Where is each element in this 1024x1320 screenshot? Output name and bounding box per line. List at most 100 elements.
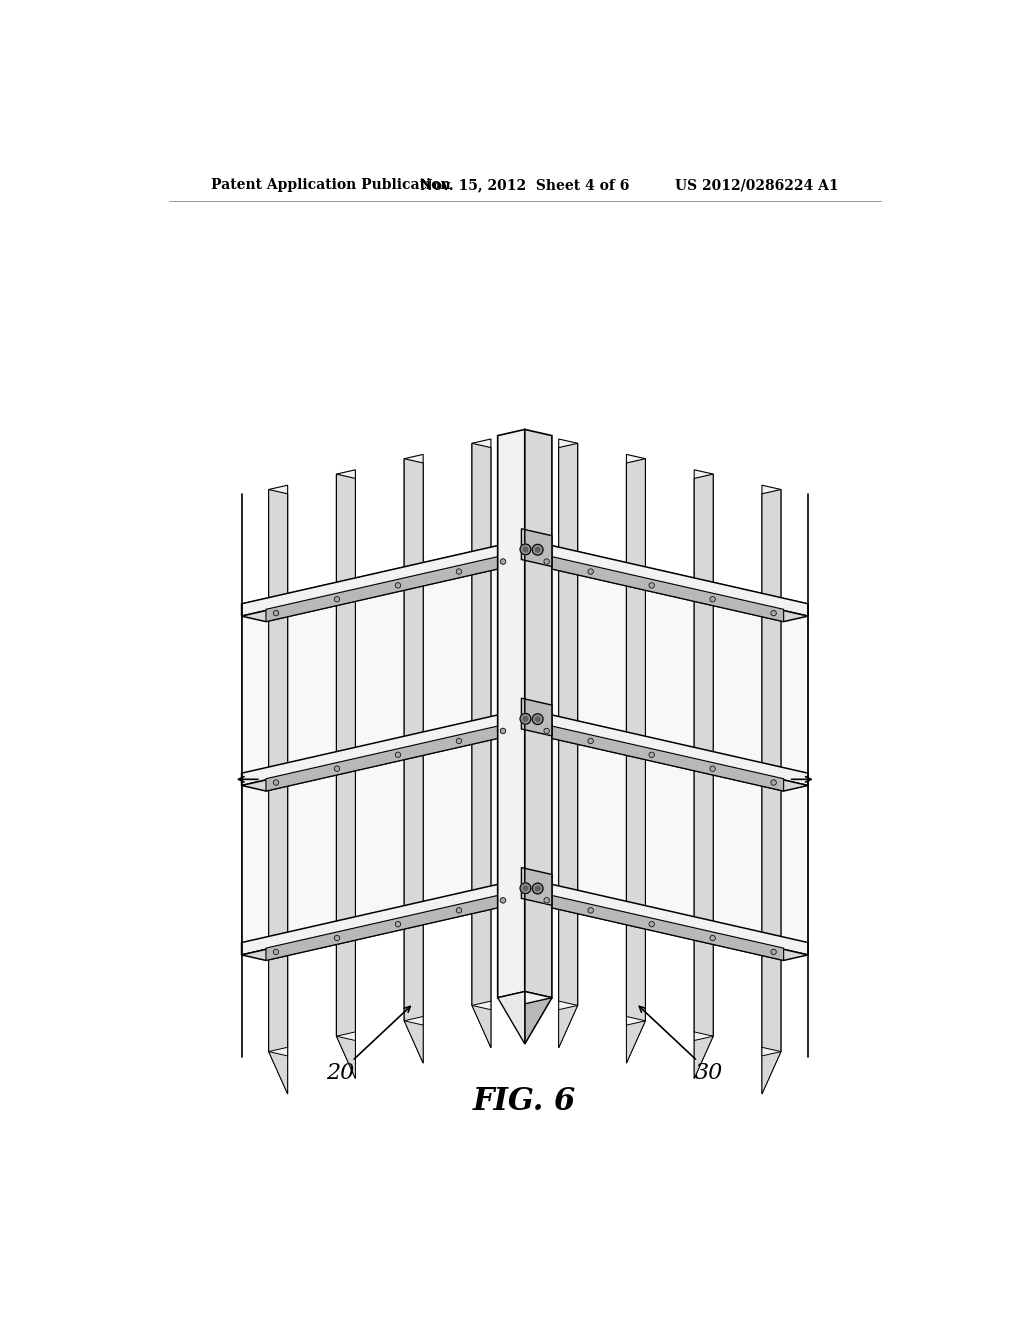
Circle shape bbox=[532, 883, 543, 894]
Polygon shape bbox=[537, 543, 808, 616]
Polygon shape bbox=[537, 880, 808, 954]
Text: FIG. 6: FIG. 6 bbox=[473, 1086, 577, 1117]
Polygon shape bbox=[242, 894, 537, 961]
Circle shape bbox=[334, 597, 340, 602]
Circle shape bbox=[544, 729, 549, 734]
Circle shape bbox=[395, 582, 400, 589]
Polygon shape bbox=[337, 470, 355, 1036]
Circle shape bbox=[273, 949, 279, 954]
Circle shape bbox=[520, 883, 530, 894]
Circle shape bbox=[523, 717, 527, 721]
Circle shape bbox=[501, 558, 506, 564]
Circle shape bbox=[710, 597, 716, 602]
Polygon shape bbox=[762, 490, 781, 1056]
Polygon shape bbox=[694, 1032, 713, 1078]
Polygon shape bbox=[524, 998, 552, 1044]
Circle shape bbox=[544, 558, 549, 564]
Polygon shape bbox=[513, 723, 808, 791]
Circle shape bbox=[395, 752, 400, 758]
Circle shape bbox=[649, 752, 654, 758]
Polygon shape bbox=[524, 700, 552, 737]
Polygon shape bbox=[513, 554, 808, 622]
Text: Nov. 15, 2012  Sheet 4 of 6: Nov. 15, 2012 Sheet 4 of 6 bbox=[420, 178, 630, 193]
Polygon shape bbox=[694, 470, 713, 1036]
Polygon shape bbox=[762, 1047, 781, 1094]
Polygon shape bbox=[242, 543, 513, 954]
Text: Patent Application Publication: Patent Application Publication bbox=[211, 178, 451, 193]
Circle shape bbox=[532, 544, 543, 556]
Polygon shape bbox=[404, 454, 423, 1020]
Polygon shape bbox=[268, 1052, 288, 1094]
Polygon shape bbox=[266, 548, 537, 622]
Polygon shape bbox=[537, 543, 808, 954]
Polygon shape bbox=[524, 991, 552, 1044]
Circle shape bbox=[520, 713, 530, 725]
Polygon shape bbox=[559, 440, 578, 1006]
Circle shape bbox=[520, 544, 530, 554]
Polygon shape bbox=[268, 1047, 288, 1094]
Polygon shape bbox=[762, 1052, 781, 1094]
Circle shape bbox=[588, 738, 593, 743]
Polygon shape bbox=[524, 869, 552, 906]
Polygon shape bbox=[521, 867, 524, 899]
Circle shape bbox=[334, 766, 340, 771]
Polygon shape bbox=[694, 474, 713, 1040]
Circle shape bbox=[710, 936, 716, 941]
Polygon shape bbox=[513, 717, 783, 791]
Polygon shape bbox=[627, 459, 645, 1026]
Circle shape bbox=[501, 898, 506, 903]
Polygon shape bbox=[498, 429, 524, 998]
Polygon shape bbox=[268, 486, 288, 1052]
Circle shape bbox=[536, 548, 540, 552]
Circle shape bbox=[771, 610, 776, 616]
Polygon shape bbox=[521, 529, 524, 561]
Polygon shape bbox=[404, 459, 423, 1026]
Polygon shape bbox=[472, 1001, 490, 1048]
Circle shape bbox=[536, 717, 540, 722]
Circle shape bbox=[334, 936, 340, 941]
Circle shape bbox=[588, 908, 593, 913]
Polygon shape bbox=[498, 991, 524, 1044]
Polygon shape bbox=[472, 440, 490, 1006]
Polygon shape bbox=[559, 1006, 578, 1048]
Polygon shape bbox=[337, 1032, 355, 1078]
Polygon shape bbox=[242, 880, 513, 954]
Polygon shape bbox=[337, 1036, 355, 1078]
Polygon shape bbox=[242, 543, 513, 616]
Circle shape bbox=[457, 569, 462, 574]
Circle shape bbox=[532, 714, 543, 725]
Text: 30: 30 bbox=[695, 1061, 723, 1084]
Circle shape bbox=[273, 610, 279, 616]
Polygon shape bbox=[513, 548, 783, 622]
Text: US 2012/0286224 A1: US 2012/0286224 A1 bbox=[676, 178, 839, 193]
Polygon shape bbox=[694, 1036, 713, 1078]
Circle shape bbox=[588, 569, 593, 574]
Circle shape bbox=[771, 780, 776, 785]
Polygon shape bbox=[559, 1001, 578, 1048]
Polygon shape bbox=[266, 887, 537, 961]
Polygon shape bbox=[521, 698, 524, 730]
Polygon shape bbox=[762, 486, 781, 1052]
Circle shape bbox=[771, 949, 776, 954]
Polygon shape bbox=[242, 711, 513, 785]
Circle shape bbox=[649, 582, 654, 589]
Circle shape bbox=[544, 898, 549, 903]
Polygon shape bbox=[627, 1020, 645, 1063]
Polygon shape bbox=[266, 717, 537, 791]
Text: 20: 20 bbox=[327, 1061, 354, 1084]
Polygon shape bbox=[559, 444, 578, 1010]
Polygon shape bbox=[404, 1016, 423, 1063]
Circle shape bbox=[501, 729, 506, 734]
Polygon shape bbox=[242, 554, 537, 622]
Circle shape bbox=[649, 921, 654, 927]
Circle shape bbox=[273, 780, 279, 785]
Polygon shape bbox=[513, 894, 808, 961]
Polygon shape bbox=[524, 529, 552, 566]
Circle shape bbox=[457, 738, 462, 743]
Circle shape bbox=[523, 886, 527, 891]
Polygon shape bbox=[472, 444, 490, 1010]
Polygon shape bbox=[627, 454, 645, 1020]
Polygon shape bbox=[627, 1016, 645, 1063]
Polygon shape bbox=[268, 490, 288, 1056]
Circle shape bbox=[536, 886, 540, 891]
